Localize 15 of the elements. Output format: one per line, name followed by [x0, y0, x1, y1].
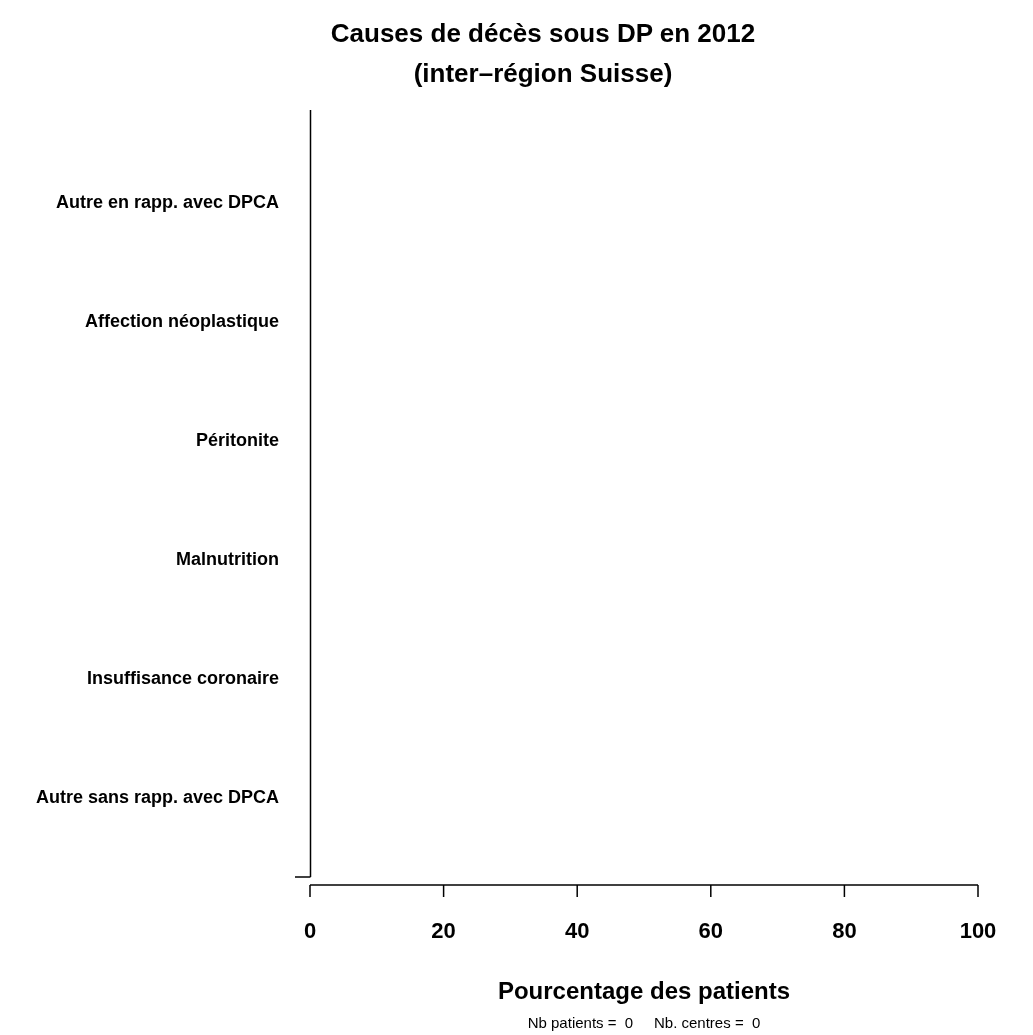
- y-tick-label: Insuffisance coronaire: [86, 668, 279, 689]
- y-tick-label: Malnutrition: [176, 549, 279, 570]
- y-tick-label: Autre en rapp. avec DPCA: [55, 192, 279, 213]
- chart-title: Causes de décès sous DP en 2012 (inter–région Suisse): [330, 18, 756, 88]
- x-tick-label: 100: [959, 918, 997, 943]
- x-axis-title: Pourcentage des patients: [497, 977, 791, 1004]
- y-tick-label: Autre sans rapp. avec DPCA: [35, 787, 279, 808]
- x-tick-label: 60: [698, 918, 724, 943]
- x-tick-label: 0: [303, 918, 317, 943]
- text: Nb patients = 0 Nb. centres = 0: [527, 1014, 761, 1031]
- x-tick-label: 40: [564, 918, 590, 943]
- y-tick-label: Affection néoplastique: [84, 311, 279, 332]
- x-tick-label: 20: [431, 918, 456, 943]
- y-tick-label: Péritonite: [195, 430, 279, 451]
- x-tick-label: 80: [832, 918, 857, 943]
